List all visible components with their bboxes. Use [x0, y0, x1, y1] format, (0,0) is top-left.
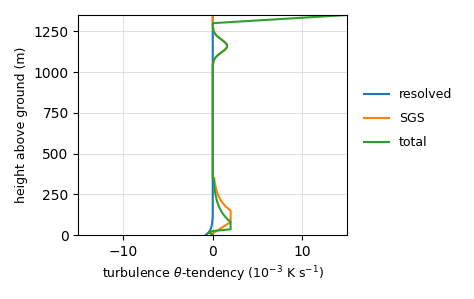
Y-axis label: height above ground (m): height above ground (m): [15, 47, 28, 203]
resolved: [209, 222, 215, 226]
total: [210, 126, 216, 130]
SGS: [210, 13, 216, 17]
X-axis label: turbulence $\theta$-tendency ($10^{-3}$ K s$^{-1}$): turbulence $\theta$-tendency ($10^{-3}$ …: [102, 264, 324, 284]
total: [228, 222, 234, 226]
total: [210, 233, 216, 237]
SGS: [210, 233, 216, 237]
resolved: [210, 132, 216, 136]
SGS: [210, 126, 216, 130]
total: [239, 20, 245, 23]
Line: SGS: SGS: [213, 15, 231, 235]
SGS: [210, 20, 216, 23]
resolved: [210, 126, 216, 130]
resolved: [203, 233, 209, 237]
SGS: [225, 222, 231, 226]
resolved: [210, 13, 216, 17]
Line: resolved: resolved: [206, 15, 213, 235]
resolved: [210, 20, 216, 23]
resolved: [210, 60, 216, 64]
SGS: [210, 60, 216, 64]
Line: total: total: [208, 15, 347, 235]
total: [237, 20, 243, 23]
resolved: [210, 20, 216, 23]
Legend: resolved, SGS, total: resolved, SGS, total: [359, 83, 457, 154]
total: [344, 13, 350, 17]
total: [210, 60, 216, 64]
SGS: [210, 20, 216, 23]
SGS: [210, 132, 216, 136]
total: [210, 132, 216, 136]
